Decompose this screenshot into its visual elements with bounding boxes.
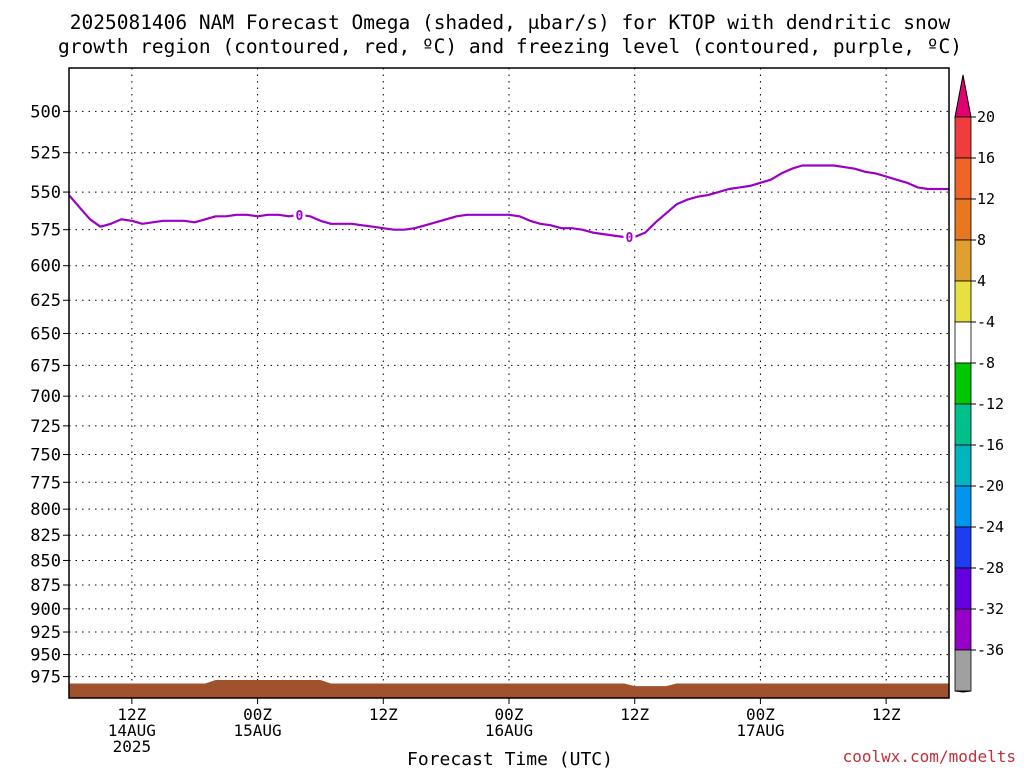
y-tick-label: 850: [30, 551, 61, 571]
x-tick-label: 16AUG: [485, 721, 533, 740]
y-tick-label: 600: [30, 257, 61, 277]
y-tick-label: 950: [30, 646, 61, 666]
x-tick-label: 12Z: [369, 705, 398, 724]
y-tick-label: 700: [30, 387, 61, 407]
y-tick-label: 625: [30, 291, 61, 311]
y-tick-label: 750: [30, 446, 61, 466]
colorbar-label: 8: [977, 231, 986, 249]
colorbar-label: 16: [977, 149, 995, 167]
series-layer: 00: [68, 164, 949, 246]
contour-label: 0: [296, 209, 304, 224]
x-tick-label: 14AUG: [108, 721, 156, 740]
y-tick-label: 650: [30, 324, 61, 344]
colorbar-label: -20: [977, 477, 1004, 495]
y-axis: 500 525 550 575 600 625 650 675 700 725 750 775 800 8…: [30, 102, 69, 688]
contour-label: 0: [626, 231, 634, 246]
colorbar-segment: [954, 116, 972, 159]
x-tick-label: 12Z: [872, 705, 901, 724]
freezing-level-line: [68, 164, 949, 239]
x-tick-label: 00Z: [243, 705, 272, 724]
x-tick-label: 00Z: [495, 705, 524, 724]
y-tick-label: 825: [30, 526, 61, 546]
x-tick-label: 15AUG: [233, 721, 281, 740]
colorbar-arrow-bottom: [954, 690, 972, 693]
x-axis-label: Forecast Time (UTC): [407, 749, 613, 768]
x-tick-label: 12Z: [620, 705, 649, 724]
y-tick-label: 500: [30, 102, 61, 122]
contour-label-bg: [623, 229, 636, 246]
y-tick-label: 525: [30, 144, 61, 164]
colorbar-label: -16: [977, 436, 1004, 454]
y-tick-label: 775: [30, 473, 61, 493]
chart-title-line-2: growth region (contoured, red, ºC) and f…: [58, 35, 962, 58]
colorbar-segment: [954, 280, 972, 323]
colorbar-segment: [954, 485, 972, 528]
colorbar: 20 16 12 8 4 -4 -8 -12 -16 -20 -24 -28 -32 -36: [954, 74, 1004, 693]
colorbar-label: -28: [977, 559, 1004, 577]
colorbar-arrow-top: [954, 74, 972, 118]
colorbar-segment: [954, 198, 972, 241]
x-tick-label: 00Z: [746, 705, 775, 724]
contour-label-bg: [293, 206, 306, 223]
y-tick-label: 575: [30, 221, 61, 241]
y-tick-label: 800: [30, 500, 61, 520]
chart-title-line-1: 2025081406 NAM Forecast Omega (shaded, μ…: [70, 11, 951, 34]
grid-lines: [69, 68, 949, 698]
surface-fill: [69, 680, 949, 698]
colorbar-segment: [954, 157, 972, 200]
colorbar-segment: [954, 321, 972, 364]
y-tick-label: 725: [30, 417, 61, 437]
colorbar-label: -36: [977, 641, 1004, 659]
x-tick-label: 2025: [113, 737, 152, 756]
colorbar-segment: [954, 526, 972, 569]
colorbar-segment: [954, 403, 972, 446]
colorbar-segment: [954, 608, 972, 651]
y-tick-label: 550: [30, 183, 61, 203]
colorbar-segment: [954, 239, 972, 282]
credit-text: coolwx.com/modelts: [843, 747, 1016, 766]
y-tick-label: 925: [30, 623, 61, 643]
colorbar-segment: [954, 567, 972, 610]
colorbar-label: 12: [977, 190, 995, 208]
colorbar-label: -4: [977, 313, 995, 331]
colorbar-segment: [954, 362, 972, 405]
y-tick-label: 875: [30, 576, 61, 596]
plot-frame: [68, 67, 950, 699]
colorbar-label: -8: [977, 354, 995, 372]
x-tick-label: 17AUG: [736, 721, 784, 740]
colorbar-label: 20: [977, 108, 995, 126]
y-tick-label: 900: [30, 600, 61, 620]
y-tick-label: 975: [30, 668, 61, 688]
x-tick-label: 12Z: [117, 705, 146, 724]
colorbar-label: 4: [977, 272, 986, 290]
surface-layer: [69, 680, 949, 698]
colorbar-label: -32: [977, 600, 1004, 618]
colorbar-label: -24: [977, 518, 1004, 536]
colorbar-label: -12: [977, 395, 1004, 413]
y-tick-label: 675: [30, 356, 61, 376]
colorbar-segment: [954, 444, 972, 487]
colorbar-segment: [954, 649, 972, 692]
